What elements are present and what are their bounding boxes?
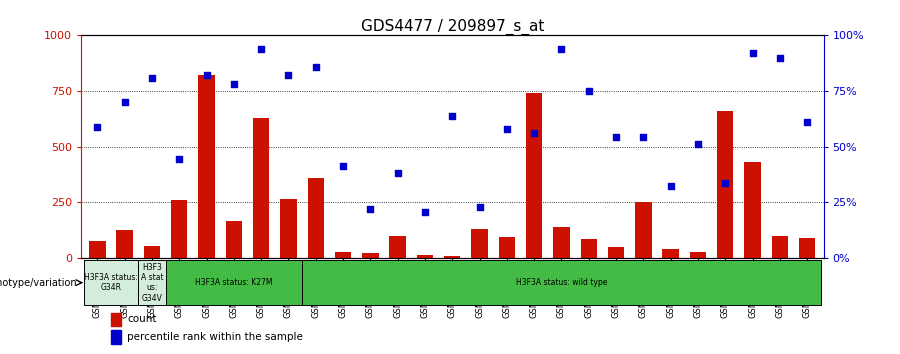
Point [772, 55, 787, 61]
Bar [362, 253, 379, 258]
Point [364, 206, 378, 212]
Bar [608, 247, 625, 258]
Bar [526, 93, 543, 258]
Point [118, 99, 132, 105]
Point [445, 113, 459, 118]
Point [800, 119, 814, 125]
Bar [771, 236, 788, 258]
FancyBboxPatch shape [139, 261, 166, 305]
Point [636, 134, 651, 139]
Bar [744, 162, 760, 258]
FancyBboxPatch shape [84, 261, 139, 305]
Bar [144, 246, 160, 258]
Point [608, 134, 623, 139]
Point [472, 204, 487, 210]
Text: H3F3A status:
G34R: H3F3A status: G34R [84, 273, 138, 292]
Bar [799, 238, 815, 258]
Point [336, 163, 350, 169]
Text: count: count [127, 314, 157, 324]
Bar [171, 200, 187, 258]
Point [200, 73, 214, 78]
Text: genotype/variation: genotype/variation [0, 278, 76, 288]
Point [718, 181, 733, 186]
Point [309, 64, 323, 69]
Bar [111, 313, 122, 326]
Bar [444, 256, 461, 258]
FancyBboxPatch shape [166, 261, 302, 305]
Bar [89, 241, 105, 258]
Point [254, 46, 268, 52]
Bar [717, 111, 734, 258]
Bar [662, 249, 679, 258]
FancyBboxPatch shape [302, 261, 821, 305]
Text: H3F3
A stat
us:
G34V: H3F3 A stat us: G34V [140, 263, 163, 303]
Text: percentile rank within the sample: percentile rank within the sample [127, 332, 303, 342]
Point [172, 156, 186, 162]
Bar [499, 237, 515, 258]
Point [745, 50, 760, 56]
Bar [580, 239, 597, 258]
Bar [198, 75, 215, 258]
Point [90, 124, 104, 130]
Bar [280, 199, 297, 258]
Bar [111, 330, 122, 344]
Bar [116, 230, 133, 258]
Point [554, 46, 569, 52]
Point [500, 126, 514, 132]
Point [581, 88, 596, 94]
Bar [308, 178, 324, 258]
Bar [335, 252, 351, 258]
Bar [554, 227, 570, 258]
Title: GDS4477 / 209897_s_at: GDS4477 / 209897_s_at [361, 19, 544, 35]
Bar [635, 202, 652, 258]
Point [663, 183, 678, 188]
Text: H3F3A status: K27M: H3F3A status: K27M [195, 278, 273, 287]
Bar [253, 118, 269, 258]
Point [418, 210, 432, 215]
Bar [226, 221, 242, 258]
Bar [472, 229, 488, 258]
Bar [417, 255, 433, 258]
Point [526, 131, 541, 136]
Point [227, 81, 241, 87]
Point [690, 142, 705, 147]
Bar [689, 252, 706, 258]
Point [282, 73, 296, 78]
Point [145, 75, 159, 80]
Bar [390, 236, 406, 258]
Point [391, 171, 405, 176]
Text: H3F3A status: wild type: H3F3A status: wild type [516, 278, 608, 287]
